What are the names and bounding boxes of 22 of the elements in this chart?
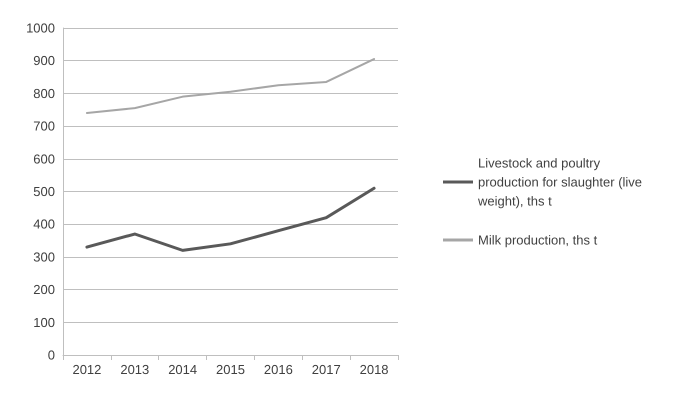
x-tick-label: 2017 bbox=[312, 362, 341, 377]
y-tick-label: 200 bbox=[33, 282, 55, 298]
y-tick-label: 0 bbox=[48, 348, 55, 362]
y-tick-label: 900 bbox=[33, 53, 55, 68]
y-tick-label: 600 bbox=[33, 151, 55, 166]
x-tick-label: 2016 bbox=[264, 362, 293, 377]
y-tick-label: 300 bbox=[33, 249, 55, 264]
y-tick-label: 500 bbox=[33, 184, 55, 199]
y-tick-label: 100 bbox=[33, 314, 55, 330]
line-series bbox=[85, 186, 376, 252]
y-tick-label: 700 bbox=[33, 118, 55, 134]
legend-label: Milk production, ths t bbox=[478, 232, 598, 248]
x-tick-label: 2013 bbox=[120, 362, 150, 377]
y-tick-label: 1000 bbox=[26, 20, 55, 36]
legend-label: Livestock and poultry production for slaughter (live weight), ths t bbox=[477, 156, 646, 208]
x-tick-label: 2018 bbox=[360, 362, 389, 377]
x-tick-label: 2015 bbox=[216, 362, 245, 377]
x-tick-label: 2014 bbox=[168, 362, 198, 377]
x-tick-label: 2012 bbox=[72, 362, 102, 377]
y-tick-label: 800 bbox=[33, 86, 55, 101]
y-tick-label: 400 bbox=[33, 216, 55, 232]
line-series bbox=[86, 58, 376, 114]
